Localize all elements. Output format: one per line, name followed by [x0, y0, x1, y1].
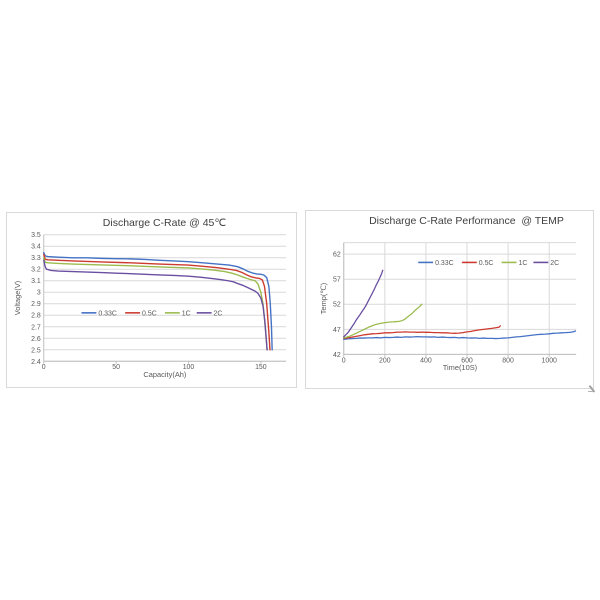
chart-panel-discharge-temp: 42 47 52 57 62 0 200 400 600 800 1000 0.33C 0.5C 1C 2C… — [305, 210, 594, 389]
x-tick-label: 0 — [42, 364, 46, 371]
legend-label-2C: 2C — [550, 260, 559, 267]
y-tick-label: 57 — [333, 277, 341, 284]
x-tick-label: 0 — [342, 357, 346, 364]
y-tick-label: 62 — [333, 252, 341, 259]
y-tick-label: 3.1 — [31, 278, 41, 285]
legend-label-1C: 1C — [182, 310, 191, 317]
y-tick-label: 3.4 — [31, 244, 41, 251]
legend-label-2C: 2C — [214, 310, 223, 317]
series-line-1C — [43, 257, 268, 351]
x-tick-label: 1000 — [541, 357, 557, 364]
x-tick-label: 50 — [112, 364, 120, 371]
legend-label-0.5C: 0.5C — [142, 310, 157, 317]
legend-label-0.5C: 0.5C — [479, 260, 494, 267]
x-tick-label: 800 — [502, 357, 514, 364]
y-tick-label: 2.5 — [31, 347, 41, 354]
x-tick-label: 400 — [420, 357, 432, 364]
cursor-artifact-base — [588, 391, 593, 393]
y-tick-label: 2.4 — [31, 359, 41, 366]
chart-panel-discharge-voltage: 2.4 2.5 2.6 2.7 2.8 2.9 3 3.1 3.2 3.3 3.4 3.5 0 50 100… — [6, 212, 297, 388]
temp-time-chart: 42 47 52 57 62 0 200 400 600 800 1000 0.33C 0.5C 1C 2C… — [319, 242, 577, 372]
y-tick-label: 47 — [333, 327, 341, 334]
y-tick-label: 2.6 — [31, 336, 41, 343]
chart-title-right: Discharge C-Rate Performance @ TEMP — [369, 215, 564, 227]
y-tick-label: 2.8 — [31, 313, 41, 320]
y-tick-label: 2.9 — [31, 301, 41, 308]
y-tick-label: 3.5 — [31, 232, 41, 239]
x-axis-title: Time(10S) — [443, 363, 478, 372]
series-line-2C — [343, 269, 384, 338]
y-tick-label: 3 — [37, 290, 41, 297]
series-line-0.33C — [43, 251, 273, 351]
series-line-0.5C — [343, 325, 501, 340]
chart-title-left: Discharge C-Rate @ 45℃ — [102, 217, 227, 229]
legend-label-0.33C: 0.33C — [435, 260, 454, 267]
y-tick-label: 42 — [333, 352, 341, 359]
legend-label-1C: 1C — [519, 260, 528, 267]
y-axis-title: Temp(℃) — [319, 282, 328, 314]
x-tick-label: 600 — [461, 357, 473, 364]
y-tick-label: 3.3 — [31, 255, 41, 262]
series-line-0.5C — [43, 253, 271, 351]
x-tick-label: 200 — [379, 357, 391, 364]
y-tick-label: 52 — [333, 302, 341, 309]
series-line-0.33C — [343, 330, 577, 340]
y-tick-label: 3.2 — [31, 267, 41, 274]
voltage-capacity-chart: 2.4 2.5 2.6 2.7 2.8 2.9 3 3.1 3.2 3.3 3.4 3.5 0 50 100… — [13, 232, 287, 379]
series-line-2C — [43, 259, 268, 351]
y-tick-label: 2.7 — [31, 324, 41, 331]
y-axis-title: Voltage(V) — [13, 280, 22, 315]
legend-label-0.33C: 0.33C — [98, 310, 117, 317]
x-tick-label: 150 — [255, 364, 267, 371]
x-axis-title: Capacity(Ah) — [143, 370, 187, 379]
series-line-1C — [343, 303, 423, 339]
x-tick-label: 100 — [183, 364, 195, 371]
